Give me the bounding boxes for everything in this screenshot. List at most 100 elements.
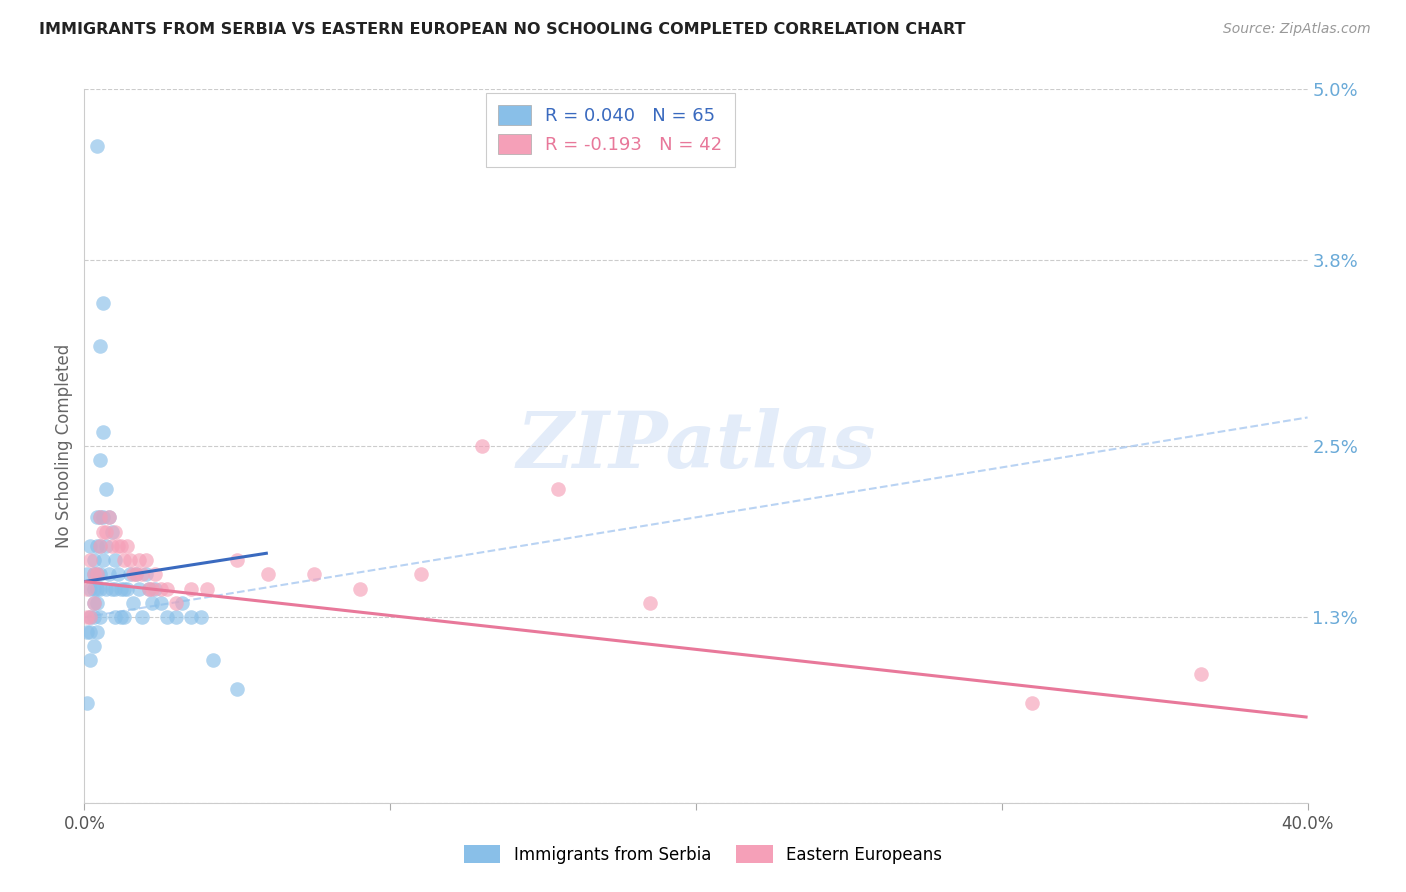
Point xyxy=(89,582,111,596)
Point xyxy=(79,553,101,567)
Point xyxy=(138,582,160,596)
Point xyxy=(91,553,114,567)
Point xyxy=(180,610,202,624)
Point xyxy=(89,610,111,624)
Y-axis label: No Schooling Completed: No Schooling Completed xyxy=(55,344,73,548)
Point xyxy=(471,439,494,453)
Point xyxy=(91,296,114,310)
Point xyxy=(79,582,101,596)
Point xyxy=(226,681,249,696)
Point xyxy=(107,539,129,553)
Point xyxy=(110,539,132,553)
Point xyxy=(91,510,114,524)
Text: ZIPatlas: ZIPatlas xyxy=(516,408,876,484)
Point xyxy=(89,510,111,524)
Point xyxy=(89,453,111,467)
Point xyxy=(94,482,117,496)
Point xyxy=(104,610,127,624)
Point xyxy=(112,582,135,596)
Point xyxy=(86,567,108,582)
Point xyxy=(94,539,117,553)
Point xyxy=(149,582,172,596)
Point xyxy=(156,582,179,596)
Point xyxy=(104,553,127,567)
Point xyxy=(110,582,132,596)
Point xyxy=(83,596,105,610)
Point xyxy=(138,582,160,596)
Point xyxy=(143,582,166,596)
Point xyxy=(89,539,111,553)
Point xyxy=(115,582,138,596)
Point xyxy=(94,582,117,596)
Point xyxy=(86,582,108,596)
Point xyxy=(226,553,249,567)
Point xyxy=(89,510,111,524)
Point xyxy=(409,567,432,582)
Legend: R = 0.040   N = 65, R = -0.193   N = 42: R = 0.040 N = 65, R = -0.193 N = 42 xyxy=(485,93,735,167)
Point xyxy=(86,624,108,639)
Point xyxy=(97,510,120,524)
Legend: Immigrants from Serbia, Eastern Europeans: Immigrants from Serbia, Eastern European… xyxy=(457,838,949,871)
Point xyxy=(195,582,218,596)
Point xyxy=(101,524,124,539)
Point xyxy=(97,510,120,524)
Point xyxy=(165,610,187,624)
Point xyxy=(76,582,98,596)
Point xyxy=(86,510,108,524)
Point xyxy=(112,553,135,567)
Point xyxy=(86,596,108,610)
Point xyxy=(104,524,127,539)
Point xyxy=(638,596,661,610)
Point xyxy=(86,567,108,582)
Point xyxy=(107,567,129,582)
Point xyxy=(122,567,145,582)
Point xyxy=(141,596,163,610)
Point xyxy=(76,610,98,624)
Point xyxy=(76,696,98,710)
Point xyxy=(257,567,280,582)
Point xyxy=(83,567,105,582)
Point xyxy=(1189,667,1212,681)
Point xyxy=(143,567,166,582)
Point xyxy=(76,567,98,582)
Text: Source: ZipAtlas.com: Source: ZipAtlas.com xyxy=(1223,22,1371,37)
Point xyxy=(97,567,120,582)
Point xyxy=(110,610,132,624)
Point xyxy=(165,596,187,610)
Point xyxy=(547,482,569,496)
Point xyxy=(83,567,105,582)
Point xyxy=(122,596,145,610)
Point xyxy=(125,567,148,582)
Point xyxy=(89,567,111,582)
Point xyxy=(201,653,224,667)
Point xyxy=(172,596,194,610)
Point xyxy=(1021,696,1043,710)
Point xyxy=(79,610,101,624)
Point xyxy=(112,610,135,624)
Point xyxy=(83,553,105,567)
Point xyxy=(89,339,111,353)
Point xyxy=(91,425,114,439)
Point xyxy=(128,553,150,567)
Point xyxy=(125,567,148,582)
Point xyxy=(89,539,111,553)
Point xyxy=(135,553,157,567)
Point xyxy=(101,539,124,553)
Point xyxy=(128,582,150,596)
Point xyxy=(86,539,108,553)
Point xyxy=(79,653,101,667)
Point xyxy=(79,610,101,624)
Point xyxy=(156,610,179,624)
Point xyxy=(86,139,108,153)
Point xyxy=(131,567,153,582)
Point xyxy=(131,610,153,624)
Point xyxy=(190,610,212,624)
Point xyxy=(94,524,117,539)
Point xyxy=(91,524,114,539)
Text: IMMIGRANTS FROM SERBIA VS EASTERN EUROPEAN NO SCHOOLING COMPLETED CORRELATION CH: IMMIGRANTS FROM SERBIA VS EASTERN EUROPE… xyxy=(39,22,966,37)
Point xyxy=(120,553,142,567)
Point xyxy=(115,539,138,553)
Point xyxy=(83,610,105,624)
Point xyxy=(302,567,325,582)
Point xyxy=(135,567,157,582)
